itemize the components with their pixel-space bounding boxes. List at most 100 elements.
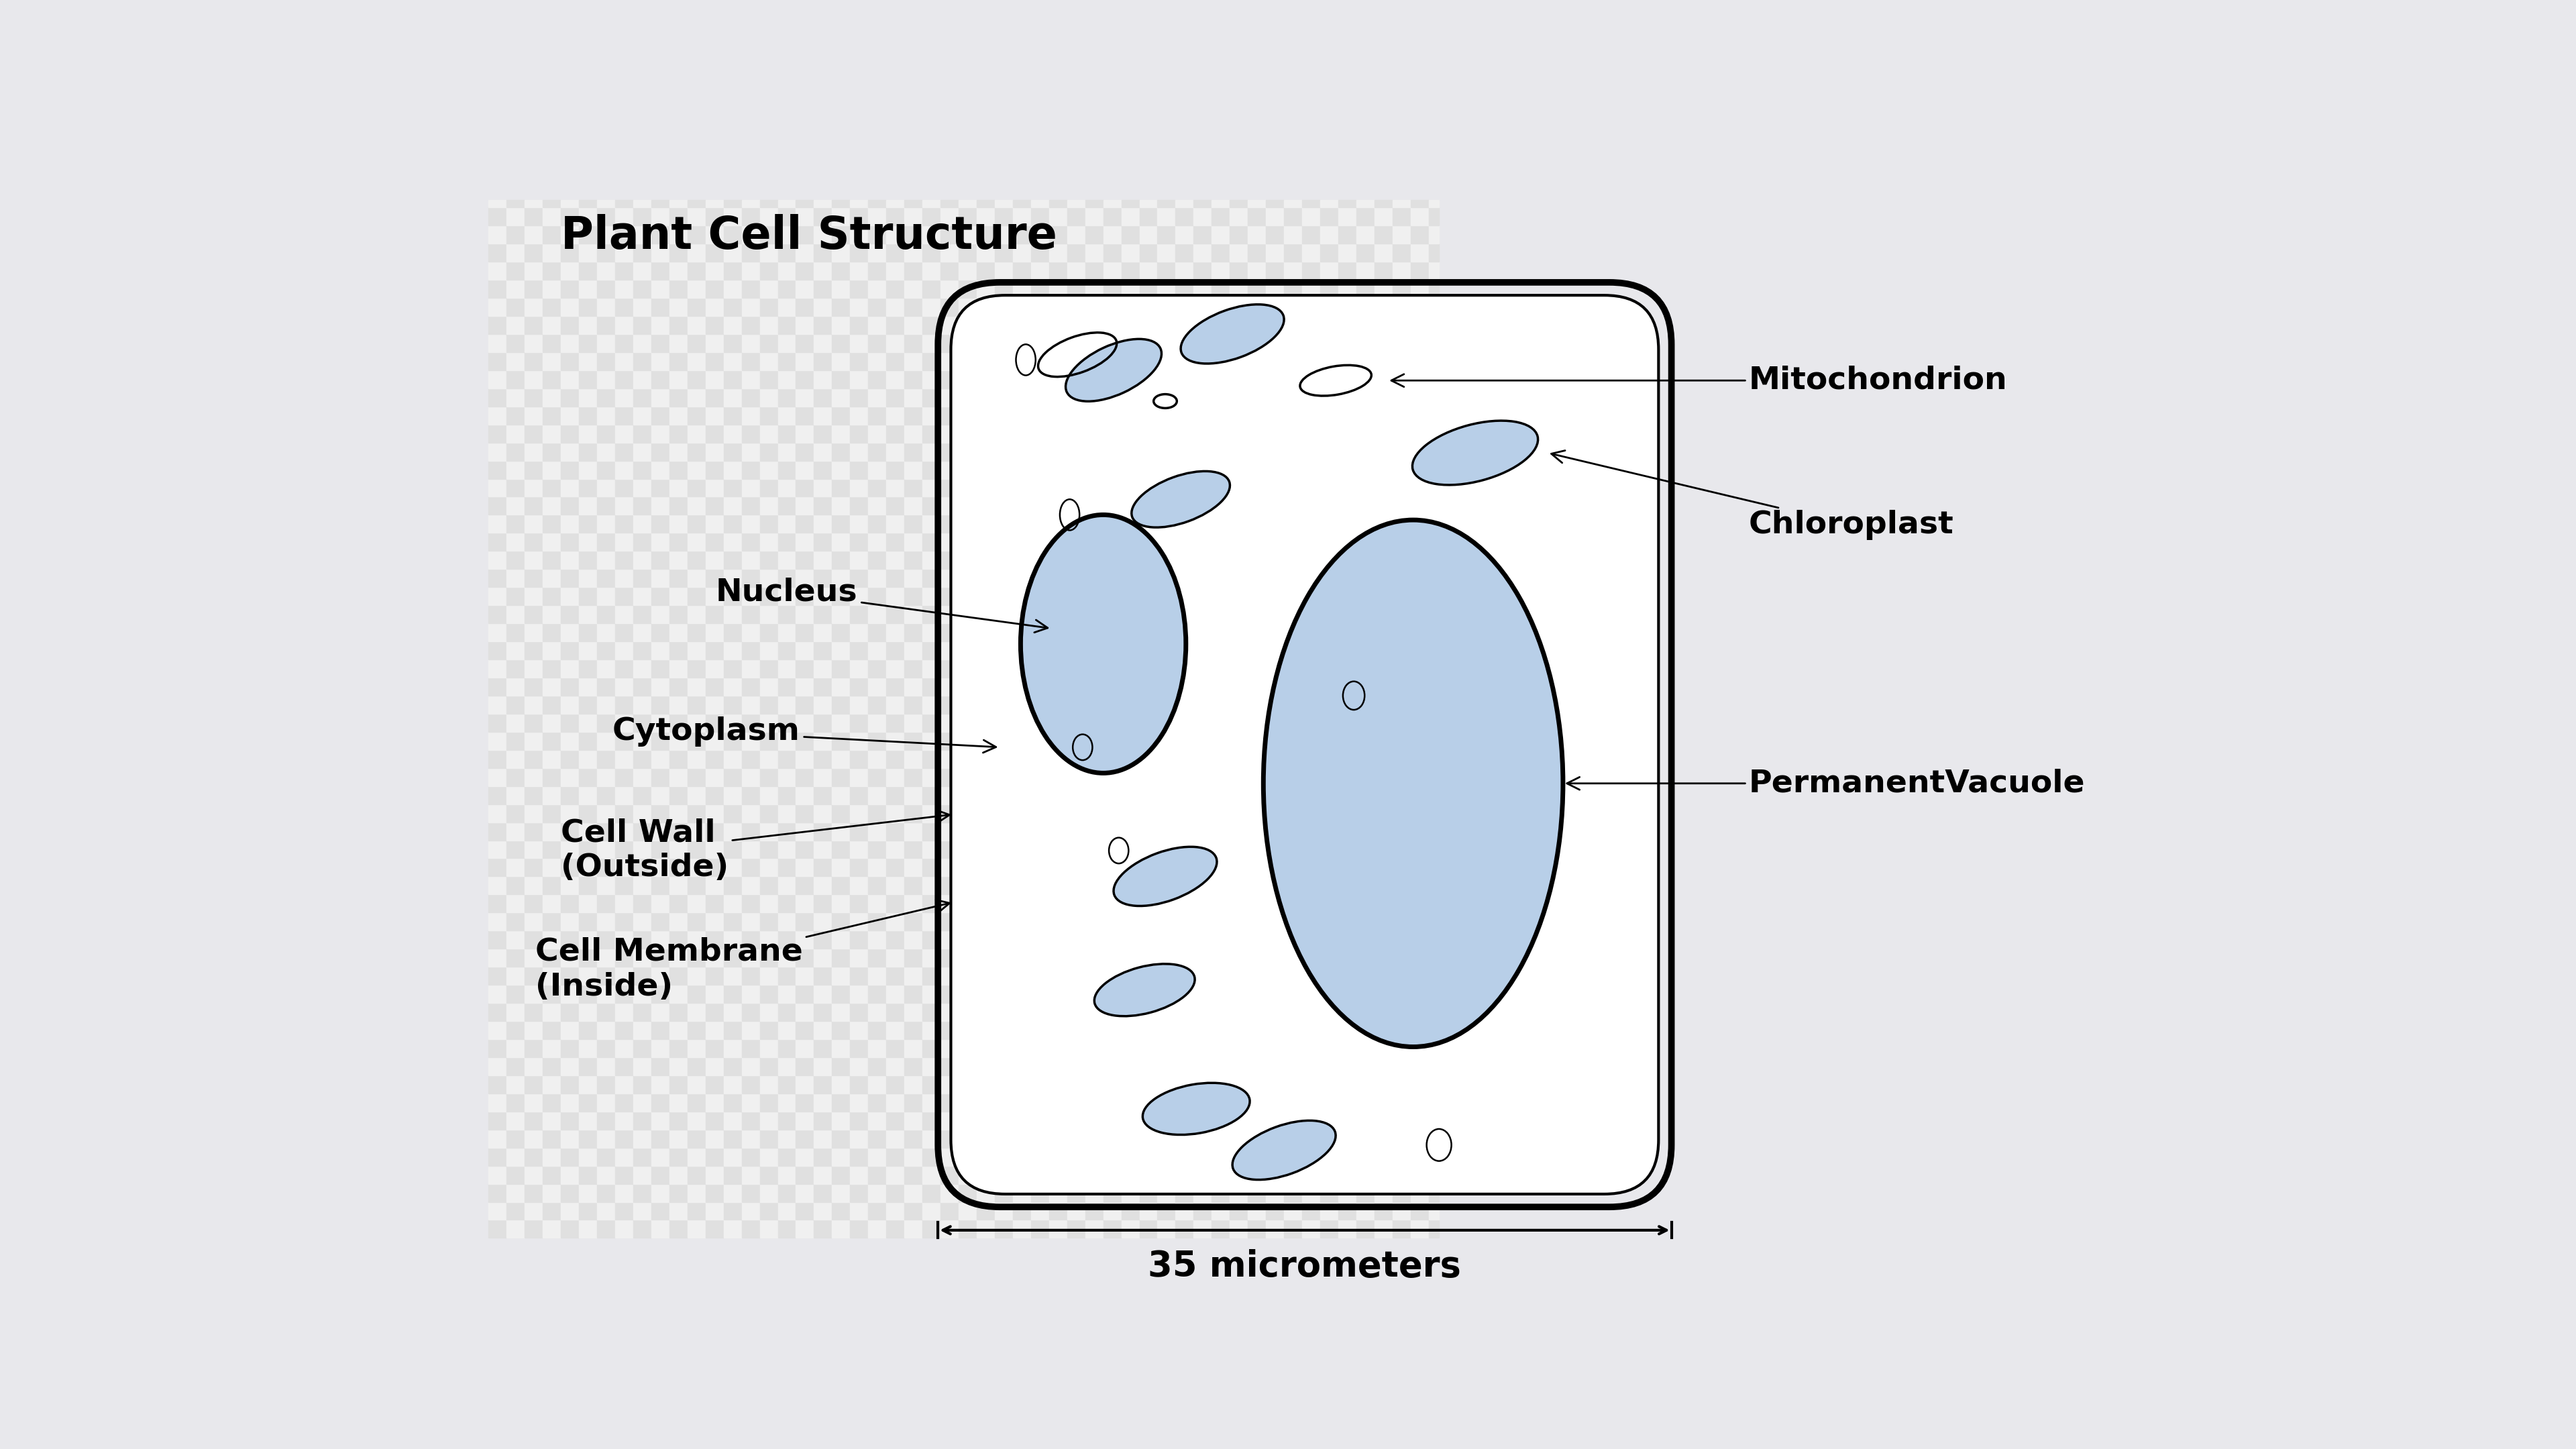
Bar [724,262,742,280]
Bar [850,804,868,822]
Bar [1283,533,1301,551]
Bar [1211,352,1229,369]
Bar [1066,840,1084,858]
Bar [544,1220,562,1237]
Bar [724,207,742,226]
Bar [652,822,670,840]
Bar [778,369,796,388]
Bar [1012,478,1030,497]
Bar [1084,785,1103,804]
Bar [1376,930,1394,949]
Bar [598,551,616,569]
Bar [1283,388,1301,406]
Bar [886,966,904,985]
Bar [1030,966,1048,985]
Bar [1394,369,1412,388]
Bar [616,369,634,388]
Bar [958,749,976,768]
Bar [507,840,526,858]
Bar [616,1184,634,1201]
Bar [616,514,634,533]
Bar [1139,985,1157,1003]
Bar [760,840,778,858]
Bar [670,335,688,352]
Bar [562,1075,580,1094]
Bar [760,749,778,768]
Bar [1301,913,1319,930]
Bar [706,949,724,966]
Bar [958,966,976,985]
Bar [814,226,832,243]
Bar [1376,894,1394,913]
Bar [778,840,796,858]
Bar [778,461,796,478]
Bar [1229,352,1247,369]
Bar [1193,207,1211,226]
Bar [796,877,814,894]
Bar [994,569,1012,587]
Bar [1066,425,1084,442]
Bar [832,768,850,785]
Bar [544,514,562,533]
Bar [1157,822,1175,840]
Bar [886,894,904,913]
Bar [1394,497,1412,514]
Bar [904,406,922,425]
Bar [652,280,670,298]
Bar [1430,551,1440,569]
Bar [832,316,850,335]
Bar [850,200,868,207]
Bar [742,497,760,514]
Bar [580,1220,598,1237]
Bar [1247,1129,1265,1148]
Bar [688,316,706,335]
Bar [1358,533,1376,551]
Bar [1121,298,1139,316]
Bar [1247,569,1265,587]
Bar [507,442,526,461]
Bar [1319,587,1340,606]
Bar [904,966,922,985]
Bar [1229,461,1247,478]
Bar [1265,659,1283,678]
Bar [1030,659,1048,678]
Bar [922,785,940,804]
Bar [1340,461,1358,478]
Bar [1412,551,1430,569]
Bar [832,966,850,985]
Bar [634,587,652,606]
Bar [1358,930,1376,949]
Bar [832,1220,850,1237]
Bar [1376,352,1394,369]
Bar [1430,1111,1440,1129]
Bar [1358,262,1376,280]
Bar [976,226,994,243]
Bar [1265,623,1283,642]
Bar [1157,930,1175,949]
Bar [724,335,742,352]
Bar [634,1003,652,1022]
Bar [886,442,904,461]
Bar [544,425,562,442]
Bar [814,678,832,696]
Bar [940,1201,958,1220]
Bar [1193,569,1211,587]
Bar [616,913,634,930]
Bar [832,1184,850,1201]
Bar [886,425,904,442]
Bar [1193,200,1211,207]
Bar [868,587,886,606]
Bar [778,388,796,406]
Bar [544,369,562,388]
Bar [1247,949,1265,966]
Bar [1121,1039,1139,1058]
Bar [688,840,706,858]
Bar [850,533,868,551]
Bar [1066,732,1084,749]
Bar [580,696,598,714]
Bar [489,659,507,678]
Bar [1012,785,1030,804]
Bar [1376,696,1394,714]
Bar [562,930,580,949]
Bar [760,1148,778,1165]
